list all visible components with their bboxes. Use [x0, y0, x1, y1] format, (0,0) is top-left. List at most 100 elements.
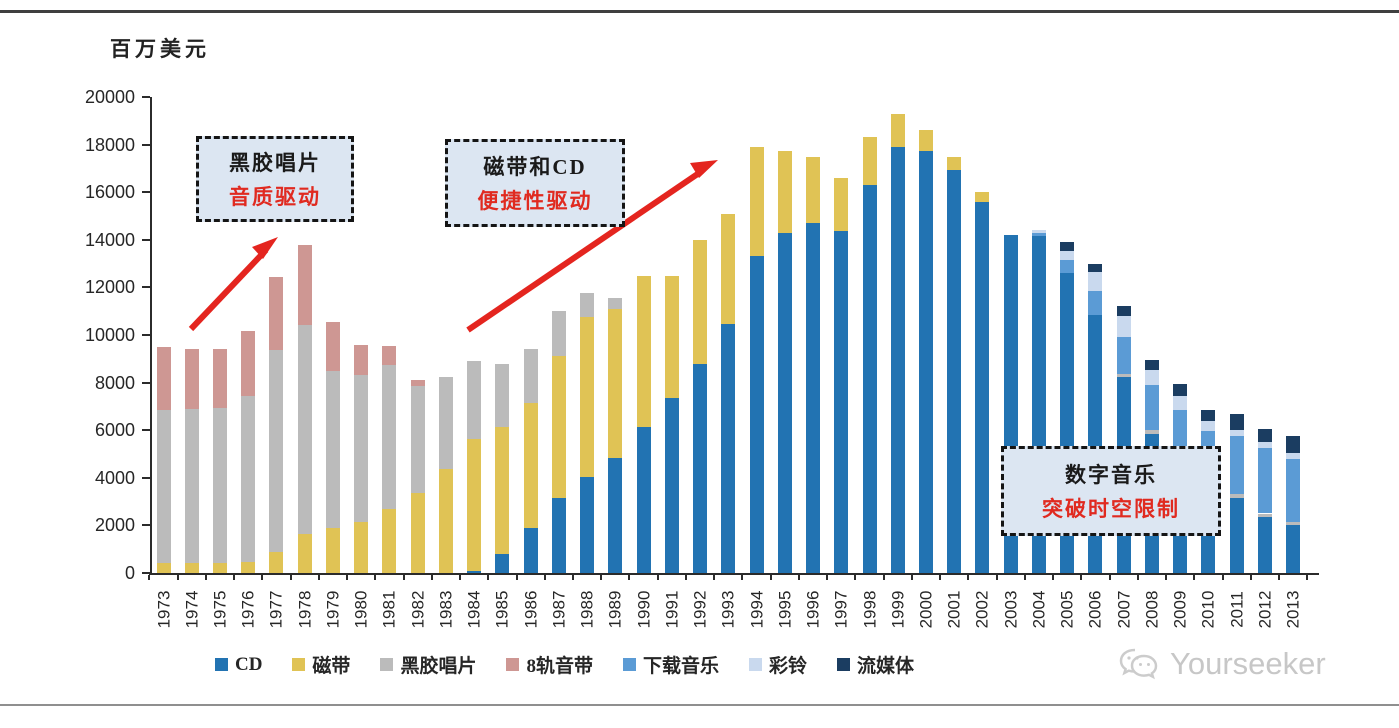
x-axis-year-label: 1974: [182, 590, 202, 629]
bar-segment-黑胶唱片-2011: [1229, 494, 1244, 499]
y-axis-tick-label: 20000: [84, 87, 135, 107]
bar-segment-CD-1994: [749, 256, 764, 573]
y-axis-tick: [142, 191, 150, 194]
x-axis-year-label: 2012: [1255, 590, 1275, 629]
legend: CD 磁带 黑胶唱片 8轨音带 下载音乐 彩铃 流媒体: [0, 651, 1399, 678]
bar-segment-黑胶唱片-1982: [410, 386, 425, 494]
bar-segment-8轨音带-1979: [325, 321, 340, 371]
annotation-digital-subtitle: 突破时空限制: [1042, 497, 1180, 521]
x-axis-year-label: 1978: [295, 590, 315, 629]
bar-segment-下载音乐-2011: [1229, 436, 1244, 495]
y-axis-tick: [142, 524, 150, 527]
x-axis-tick: [148, 575, 151, 580]
bar-segment-黑胶唱片-1989: [608, 298, 623, 309]
x-axis-year-label: 1986: [521, 590, 541, 629]
legend-swatch-下载音乐: [622, 658, 636, 671]
y-axis-tick: [142, 96, 150, 98]
legend-label-下载音乐: 下载音乐: [642, 656, 719, 677]
bar-segment-磁带-1985: [495, 426, 510, 554]
annotation-tape-cd: 磁带和CD 便捷性驱动: [445, 139, 625, 227]
bar-segment-磁带-1974: [184, 563, 199, 573]
legend-item-磁带: 磁带: [292, 651, 350, 678]
bar-segment-CD-1986: [523, 527, 538, 573]
x-axis-year-label: 1997: [831, 590, 851, 629]
y-axis-tick-label: 16000: [84, 182, 135, 203]
legend-swatch-磁带: [292, 658, 306, 671]
y-axis-tick: [142, 476, 150, 479]
bar-segment-磁带-1977: [269, 551, 284, 573]
x-axis-tick: [628, 575, 631, 580]
bar-segment-磁带-1983: [438, 469, 453, 573]
bar-segment-CD-2012: [1257, 517, 1272, 573]
bar-segment-彩铃-2012: [1257, 442, 1272, 449]
x-axis-tick: [289, 575, 292, 580]
annotation-digital: 数字音乐 突破时空限制: [1001, 446, 1221, 536]
bar-segment-黑胶唱片-1974: [184, 408, 199, 564]
bar-segment-黑胶唱片-2008: [1144, 430, 1159, 434]
x-axis-tick: [797, 575, 800, 580]
bar-segment-8轨音带-1977: [269, 276, 284, 351]
bar-segment-CD-2001: [947, 169, 962, 573]
bar-segment-8轨音带-1980: [354, 344, 369, 376]
x-axis-year-label: 2003: [1001, 590, 1021, 629]
bar-segment-黑胶唱片-1978: [297, 325, 312, 534]
x-axis-tick: [487, 575, 490, 580]
x-axis-year-label: 1989: [605, 590, 625, 629]
bar-segment-CD-1991: [664, 398, 679, 573]
bar-segment-8轨音带-1973: [156, 346, 171, 410]
bar-segment-流媒体-2011: [1229, 413, 1244, 431]
x-axis-year-label: 1988: [577, 590, 597, 629]
bar-segment-CD-1988: [580, 476, 595, 573]
y-axis-tick-label: 12000: [84, 277, 135, 298]
bar-segment-磁带-1986: [523, 402, 538, 528]
bar-segment-下载音乐-2006: [1088, 290, 1103, 315]
annotation-vinyl-subtitle: 音质驱动: [229, 185, 321, 209]
bar-segment-CD-2011: [1229, 498, 1244, 573]
bar-segment-8轨音带-1976: [241, 331, 256, 396]
vinyl-growth-arrow: [188, 237, 278, 332]
bar-segment-彩铃-2008: [1144, 369, 1159, 385]
bar-segment-流媒体-2013: [1286, 436, 1301, 453]
bar-segment-CD-1993: [721, 324, 736, 573]
bar-segment-黑胶唱片-2012: [1257, 513, 1272, 518]
x-axis-year-label: 1999: [888, 590, 908, 629]
x-axis-tick: [515, 575, 518, 580]
x-axis-tick: [1165, 575, 1168, 580]
bar-segment-8轨音带-1982: [410, 380, 425, 387]
bar-segment-CD-1996: [806, 223, 821, 573]
y-axis-tick-label: 4000: [94, 467, 135, 488]
x-axis-year-label: 2013: [1283, 590, 1303, 629]
bar-segment-磁带-1989: [608, 308, 623, 458]
y-axis-tick-label: 0: [124, 563, 135, 583]
y-axis-tick: [142, 572, 150, 574]
annotation-vinyl-title: 黑胶唱片: [229, 151, 321, 175]
bar-segment-黑胶唱片-1984: [467, 361, 482, 439]
bar-segment-CD-1998: [862, 185, 877, 573]
bar-segment-下载音乐-2004: [1031, 232, 1046, 237]
x-axis-year-label: 1992: [690, 590, 710, 629]
bar-segment-下载音乐-2012: [1257, 448, 1272, 514]
watermark: Yourseeker: [1118, 646, 1326, 682]
y-axis-tick: [142, 381, 150, 384]
bar-segment-流媒体-2006: [1088, 263, 1103, 272]
x-axis-year-label: 1990: [634, 590, 654, 629]
x-axis-year-label: 1982: [408, 590, 428, 629]
bar-segment-磁带-1984: [467, 438, 482, 571]
x-axis-year-label: 2010: [1198, 590, 1218, 629]
x-axis-tick: [261, 575, 264, 580]
x-axis-year-label: 2002: [972, 590, 992, 629]
legend-swatch-流媒体: [837, 658, 850, 671]
x-axis-year-label: 2011: [1227, 591, 1247, 628]
bar-segment-磁带-1975: [212, 563, 227, 573]
y-axis-tick-label: 18000: [84, 134, 135, 155]
annotation-vinyl: 黑胶唱片 音质驱动: [196, 136, 354, 222]
bar-segment-彩铃-2004: [1031, 230, 1046, 233]
wechat-icon: [1119, 648, 1158, 680]
x-axis-tick: [1249, 575, 1252, 580]
x-axis-tick: [1221, 575, 1224, 580]
x-axis-year-label: 1984: [464, 590, 484, 629]
x-axis-tick: [571, 575, 574, 580]
bar-segment-黑胶唱片-1983: [438, 376, 453, 470]
x-axis-year-label: 1993: [718, 590, 738, 629]
bar-segment-磁带-1998: [862, 137, 877, 186]
